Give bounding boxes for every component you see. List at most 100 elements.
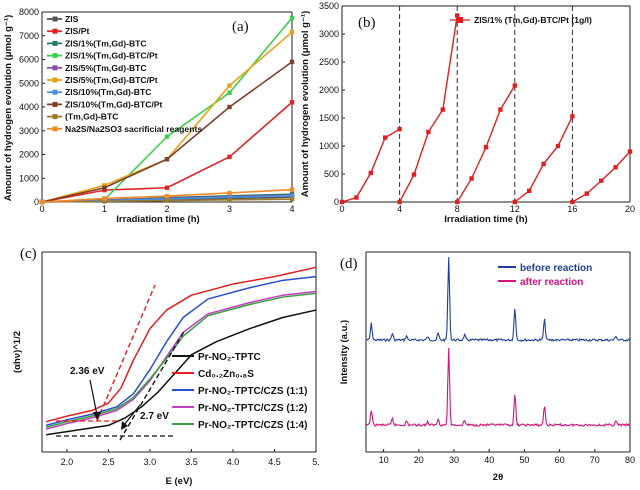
panel-a-legend-text: ZIS	[65, 14, 79, 24]
panel-a-legend-text: ZIS/5%(Tm,Gd)-BTC	[65, 63, 147, 73]
panel-d-xlabel: 2θ	[493, 472, 503, 483]
panel-c-xtick-label: 3.0	[144, 457, 157, 467]
panel-c-arrowhead-236	[93, 412, 101, 420]
panel-c: (c) E (eV) (αhν)^1/2 2.0 2.5 3.0 3.5 4.0 4.5 5…	[12, 246, 320, 487]
panel-b-ytick-label: 500	[324, 169, 339, 179]
panel-b-xtick-label: 8	[455, 204, 460, 214]
panel-b-point	[411, 172, 417, 177]
panel-d-legend-text-before: before reaction	[520, 263, 592, 274]
panel-d-legend: before reaction after reaction	[498, 263, 592, 288]
panel-a-point	[227, 154, 232, 160]
panel-a-point	[164, 198, 170, 203]
panel-a-ytick-label: 0	[34, 197, 39, 207]
panel-a-point	[227, 104, 232, 110]
panel-b-point	[426, 129, 431, 135]
panel-b-xtick-label: 12	[510, 204, 520, 214]
panel-c-czs-tangent	[96, 284, 156, 422]
panel-a-xtick-label: 2	[164, 204, 169, 214]
panel-b-ylabel: Amount of hydrogen evolution (μmol g⁻¹)	[300, 11, 311, 198]
panel-c-legend-text: Pr-NO₂-TPTC	[198, 352, 261, 363]
panel-b-ytick-label: 3000	[319, 29, 339, 39]
panel-a-point	[227, 83, 232, 88]
panel-b-point	[455, 13, 460, 18]
panel-a-legend-marker	[52, 101, 58, 107]
panel-b-xlabel: Irradiation time (h)	[444, 214, 527, 225]
panel-a-xtick-label: 0	[39, 204, 44, 214]
panel-b-point	[469, 176, 474, 181]
panel-b-xtick-label: 16	[567, 204, 577, 214]
panel-a-ytick-label: 2000	[19, 150, 39, 160]
panel-b-legend-marker	[457, 17, 463, 23]
panel-a-legend-text: ZIS/1%(Tm,Gd)-BTC/Pt	[65, 51, 158, 61]
panel-b-label: (b)	[358, 15, 376, 31]
panel-b-point	[354, 195, 359, 200]
panel-a-legend-text: Na2S/Na2SO3 sacrificial reagents	[65, 124, 202, 134]
panel-d-label: (d)	[340, 256, 358, 272]
panel-a-point	[289, 100, 295, 105]
panel-b-cycle-line	[514, 116, 574, 203]
panel-d-xtick-label: 80	[625, 455, 635, 465]
panel-a-point	[227, 197, 232, 203]
panel-a: (a) Irradiation time (h) Amount of hydro…	[3, 7, 295, 225]
panel-d-xtick-label: 60	[555, 455, 565, 465]
panel-a-ylabel: Amount of hydrogen evolution (μmol g⁻¹)	[3, 15, 14, 202]
panel-a-point	[227, 90, 232, 95]
panel-c-xtick-label: 5.	[312, 457, 320, 467]
panel-a-point	[227, 195, 232, 200]
panel-a-legend-marker	[52, 65, 58, 71]
panel-b-ytick-label: 1500	[319, 113, 339, 123]
panel-b-cycle-line	[341, 128, 400, 203]
panel-b-point	[368, 170, 373, 176]
panel-b-ytick-label: 3500	[319, 1, 339, 11]
panel-b-ytick-label: 0	[334, 197, 339, 207]
panel-a-point	[289, 187, 295, 192]
panel-c-arrow-27	[123, 404, 141, 426]
panel-a-point	[102, 196, 107, 201]
panel-a-point	[39, 199, 45, 205]
panel-b-ytick-label: 1000	[319, 141, 339, 151]
panel-a-legend-text: ZIS/5%(Tm,Gd)-BTC/Pt	[65, 75, 158, 85]
panel-c-ylabel: (αhν)^1/2	[12, 331, 23, 373]
panel-b-point	[339, 199, 345, 205]
panel-c-series-line	[45, 266, 317, 423]
panel-a-legend-text: ZIS/Pt	[65, 26, 89, 36]
panel-a-ytick-label: 5000	[19, 78, 39, 88]
panel-a-legend-text: ZIS/10%(Tm,Gd)-BTC/Pt	[65, 99, 163, 109]
panel-a-legend-marker	[52, 40, 58, 46]
panel-c-series-line	[46, 309, 317, 436]
panel-b-xtick-label: 4	[397, 204, 402, 214]
panel-a-legend-marker	[52, 114, 58, 120]
panel-d-xtick-label: 20	[414, 455, 424, 465]
panel-b-point	[512, 83, 517, 88]
panel-b-ytick-label: 2000	[319, 85, 339, 95]
panel-b-legend: ZIS/1% (Tm,Gd)-BTC/Pt (1g/l)	[450, 15, 592, 25]
panel-b-point	[570, 199, 575, 205]
panel-a-xtick-label: 1	[102, 204, 107, 214]
panel-a-ytick-label: 8000	[19, 7, 39, 17]
panel-b-point	[627, 149, 633, 154]
panel-b-point	[613, 165, 618, 170]
panel-a-point	[102, 185, 107, 190]
panel-c-tangents: 2.36 eV 2.7 eV	[56, 284, 186, 441]
panel-d-pattern-line	[365, 257, 631, 343]
panel-c-legend-text: Pr-NO₂-TPTC/CZS (1:1)	[198, 386, 307, 397]
panel-a-ytick-label: 3000	[19, 126, 39, 136]
panel-b-point	[584, 191, 589, 196]
panel-b-cycle-line	[398, 15, 458, 203]
panel-a-label: (a)	[232, 19, 249, 35]
panel-b-xtick-label: 20	[625, 204, 635, 214]
panel-a-point	[289, 196, 295, 202]
panel-c-annotation-27: 2.7 eV	[140, 411, 169, 422]
panel-a-legend-text: ZIS/10%(Tm,Gd)-BTC	[65, 87, 151, 97]
panel-a-legend-marker	[52, 89, 58, 95]
panel-d: (d) 2θ Intensity (a.u.) 10 20 30 40 50 60 70 80…	[339, 251, 635, 483]
panel-c-xtick-label: 4.0	[227, 457, 240, 467]
panel-a-xtick-label: 3	[227, 204, 232, 214]
panel-a-ytick-label: 7000	[19, 31, 39, 41]
panel-c-xtick-label: 2.0	[61, 457, 74, 467]
panel-a-point	[102, 183, 107, 188]
panel-b-legend-text: ZIS/1% (Tm,Gd)-BTC/Pt (1g/l)	[474, 15, 592, 25]
panel-d-xtick-label: 70	[590, 455, 600, 465]
panel-a-point	[102, 187, 107, 193]
